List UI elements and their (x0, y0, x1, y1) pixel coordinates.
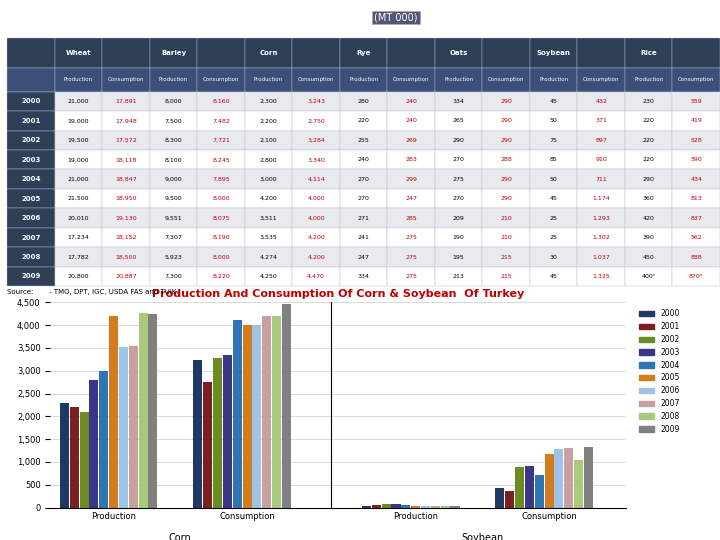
Bar (535, 475, 544, 508)
Bar (282, 304, 291, 508)
Bar (372, 505, 381, 508)
Bar (99, 371, 108, 508)
Bar (194, 360, 202, 508)
Title: Production And Consumption Of Corn & Soybean  Of Turkey: Production And Consumption Of Corn & Soy… (152, 289, 525, 299)
Bar (441, 506, 450, 508)
Bar (392, 504, 400, 508)
Bar (362, 505, 371, 508)
Bar (584, 447, 593, 508)
Bar (60, 403, 69, 508)
Bar (243, 325, 251, 508)
Text: Soybean: Soybean (462, 532, 503, 540)
Bar (431, 507, 440, 508)
Text: (MT 000): (MT 000) (374, 12, 418, 23)
Bar (213, 358, 222, 508)
Bar (421, 507, 430, 508)
Bar (411, 505, 420, 508)
Bar (253, 325, 261, 508)
Bar (451, 505, 459, 508)
Bar (262, 316, 271, 508)
Bar (89, 380, 99, 508)
Bar (203, 382, 212, 508)
Bar (80, 412, 89, 508)
Text: Corn: Corn (169, 532, 192, 540)
Bar (401, 505, 410, 508)
Text: GRAIN PRODUCTION AND CONSUMPTION IN TURKEY: GRAIN PRODUCTION AND CONSUMPTION IN TURK… (7, 12, 332, 23)
Bar (148, 314, 158, 508)
Legend: 2000, 2001, 2002, 2003, 2004, 2005, 2006, 2007, 2008, 2009: 2000, 2001, 2002, 2003, 2004, 2005, 2006… (636, 306, 683, 437)
Bar (382, 504, 391, 508)
Bar (554, 449, 564, 508)
Bar (495, 488, 505, 508)
Bar (233, 320, 242, 508)
Bar (564, 448, 573, 508)
Bar (119, 348, 128, 508)
Bar (505, 491, 514, 508)
Bar (272, 316, 281, 508)
Bar (70, 407, 78, 508)
Bar (544, 454, 554, 508)
Text: Source:       - TMO, DPT, IGC, USDA FAS and TUIK.: Source: - TMO, DPT, IGC, USDA FAS and TU… (7, 289, 179, 295)
Bar (574, 460, 583, 508)
Bar (138, 313, 148, 508)
Bar (223, 355, 232, 508)
Bar (525, 466, 534, 508)
Bar (109, 316, 118, 508)
Bar (129, 346, 138, 508)
Bar (515, 467, 524, 508)
